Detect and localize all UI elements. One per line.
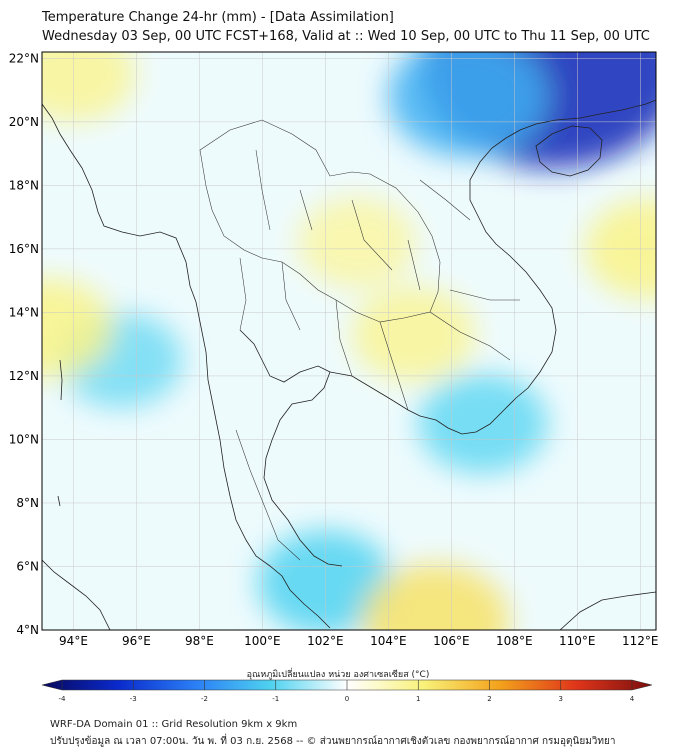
coastlines xyxy=(42,99,656,630)
lat-label: 22°N xyxy=(9,51,39,65)
lon-label: 100°E xyxy=(244,634,281,648)
colorbar-title: อุณหภูมิเปลี่ยนแปลง หน่วย องศาเซลเซียส (… xyxy=(246,670,430,680)
lon-label: 104°E xyxy=(370,634,407,648)
colorbar-tick-label: 1 xyxy=(416,695,420,703)
colorbar-tick-label: 2 xyxy=(487,695,491,703)
colorbar-tick-label: -1 xyxy=(272,695,279,703)
cooling-south-china-anomaly xyxy=(388,52,547,158)
lon-label: 94°E xyxy=(59,634,88,648)
lat-label: 8°N xyxy=(16,496,39,510)
plot-frame xyxy=(41,51,657,631)
lon-label: 108°E xyxy=(496,634,533,648)
lat-label: 12°N xyxy=(9,369,39,383)
colorbar-tick-label: -3 xyxy=(130,695,137,703)
lat-label: 4°N xyxy=(16,623,39,637)
temperature-field xyxy=(42,52,656,630)
warming-cambodia-anomaly xyxy=(351,287,476,383)
lat-label: 18°N xyxy=(9,178,39,192)
lat-label: 10°N xyxy=(9,432,39,446)
lon-label: 106°E xyxy=(433,634,470,648)
gridlines xyxy=(42,52,656,631)
longitude-labels: 94°E 96°E 98°E 100°E 102°E 104°E 106°E 108°E 110… xyxy=(59,634,658,648)
lat-label: 20°N xyxy=(9,115,39,129)
lat-label: 16°N xyxy=(9,242,39,256)
warming-northeast-thailand-anomaly xyxy=(297,197,416,288)
latitude-labels: 22°N 20°N 18°N 16°N 14°N 12°N 10°N 8°N 6°N 4°N xyxy=(9,51,39,637)
lon-label: 96°E xyxy=(122,634,151,648)
footer-model-info: WRF-DA Domain 01 :: Grid Resolution 9km … xyxy=(50,719,298,730)
colorbar-tick-label: 3 xyxy=(559,695,563,703)
lat-label: 14°N xyxy=(9,305,39,319)
lon-label: 112°E xyxy=(622,634,659,648)
warming-west-coast-anomaly xyxy=(42,278,114,379)
map-title: Temperature Change 24-hr (mm) - [Data As… xyxy=(42,10,394,25)
colorbar-tick-label: 4 xyxy=(630,695,635,703)
footer-credits: ปรับปรุงข้อมูล ณ เวลา 07:00น. วัน พ. ที่… xyxy=(50,736,616,747)
colorbar-tick-label: 0 xyxy=(345,695,349,703)
colorbar-tick-label: -4 xyxy=(59,695,67,703)
warming-northwest-anomaly xyxy=(42,52,136,122)
map-subtitle: Wednesday 03 Sep, 00 UTC FCST+168, Valid… xyxy=(42,29,650,44)
lon-label: 110°E xyxy=(559,634,596,648)
province-borders xyxy=(199,119,520,561)
lon-label: 98°E xyxy=(185,634,214,648)
colorbar: -4 -3 -2 -1 0 1 2 3 4 xyxy=(41,679,653,703)
lon-label: 102°E xyxy=(307,634,344,648)
lat-label: 6°N xyxy=(16,559,39,573)
cooling-south-china-sea-anomaly xyxy=(418,373,548,474)
warming-southern-sea-anomaly xyxy=(362,564,509,630)
colorbar-tick-label: -2 xyxy=(201,695,208,703)
